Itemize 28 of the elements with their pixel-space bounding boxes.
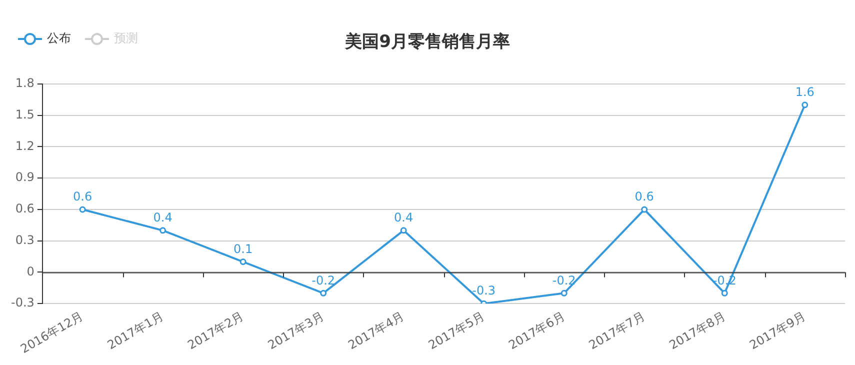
data-label: 0.1 [234,242,253,256]
y-tick-label: 0.3 [15,233,34,247]
point [721,290,728,296]
y-tick-label: 0.9 [15,170,34,184]
point [320,290,327,296]
data-label: 1.6 [795,85,814,100]
point [79,206,86,213]
y-tick-label: 1.2 [15,138,34,153]
legend-label: 公布 [47,30,71,47]
point [802,102,808,108]
data-label: 0.4 [394,210,414,225]
point [560,290,568,296]
data-label: -0.2 [312,273,336,288]
y-tick-label: 0 [26,264,34,278]
data-label: -0.3 [472,284,496,298]
point [240,258,246,266]
data-label: 0.4 [153,210,172,225]
chart-title: 美国9月零售销售月率 [345,32,510,52]
point [160,227,166,234]
y-tick-label: 0.6 [15,202,34,216]
y-tick-label: -0.3 [10,296,34,310]
data-label: 0.6 [72,190,92,204]
point [400,227,407,234]
data-label: -0.2 [552,273,576,288]
y-tick-label: 1.8 [15,76,34,90]
y-tick-label: 1.5 [15,108,34,122]
point [641,206,648,213]
data-label: 0.6 [634,190,654,204]
